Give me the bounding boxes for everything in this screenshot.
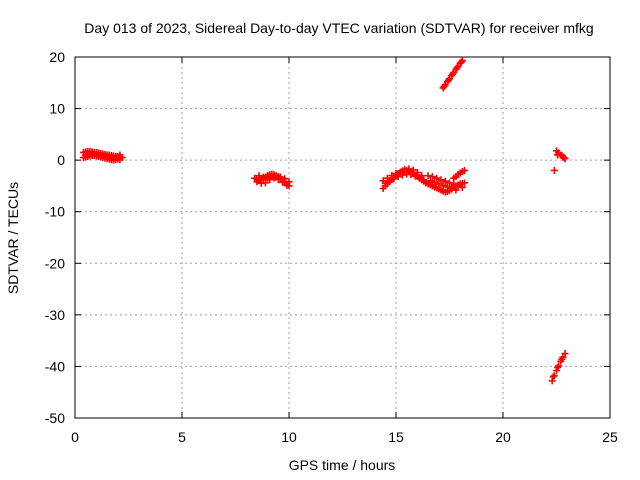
data-point xyxy=(439,181,447,189)
data-point xyxy=(413,169,421,177)
data-point xyxy=(90,150,98,158)
plot-area xyxy=(74,56,611,419)
data-point xyxy=(396,168,404,176)
x-tick-label: 0 xyxy=(71,429,79,445)
data-point xyxy=(424,172,432,180)
grid-lines xyxy=(75,57,610,418)
y-tick-label: -20 xyxy=(45,255,65,271)
data-point xyxy=(441,177,449,185)
data-point xyxy=(82,151,90,159)
data-point xyxy=(281,175,289,183)
data-point xyxy=(285,178,293,186)
data-point xyxy=(276,173,284,181)
axis-ticks: 0 5 10 15 20 25 -50 -40 -30 -20 -10 0 10 20 xyxy=(45,49,618,445)
data-point xyxy=(388,172,396,180)
data-point xyxy=(548,377,556,385)
data-point xyxy=(418,172,426,180)
x-tick-label: 20 xyxy=(495,429,511,445)
data-point xyxy=(558,355,566,363)
data-point xyxy=(405,165,413,173)
data-point xyxy=(433,174,441,182)
data-point xyxy=(283,181,291,189)
data-point xyxy=(411,172,419,180)
data-point xyxy=(259,173,267,181)
data-point xyxy=(428,173,436,181)
y-axis-label: SDTVAR / TECUs xyxy=(5,182,21,294)
x-tick-label: 10 xyxy=(281,429,297,445)
data-point xyxy=(383,174,391,182)
data-point xyxy=(437,176,445,184)
data-point xyxy=(446,179,453,187)
data-point xyxy=(460,179,468,187)
y-tick-label: 10 xyxy=(49,101,65,117)
x-tick-label: 15 xyxy=(388,429,404,445)
data-point xyxy=(453,64,461,72)
data-point xyxy=(554,363,562,371)
data-point xyxy=(550,372,558,380)
data-point xyxy=(431,178,439,186)
x-axis-label: GPS time / hours xyxy=(289,457,396,473)
data-point xyxy=(449,70,457,78)
data-point xyxy=(426,177,434,185)
data-point xyxy=(549,373,557,381)
y-tick-label: -30 xyxy=(45,307,65,323)
data-point xyxy=(255,172,263,180)
x-tick-label: 25 xyxy=(602,429,618,445)
data-point xyxy=(450,180,458,188)
data-point xyxy=(261,179,269,187)
data-point xyxy=(560,154,568,162)
y-tick-label: 0 xyxy=(57,152,65,168)
data-point xyxy=(409,166,417,174)
y-tick-label: -10 xyxy=(45,204,65,220)
data-point xyxy=(452,186,460,194)
data-point xyxy=(392,170,400,178)
data-point xyxy=(407,171,415,179)
y-tick-label: -50 xyxy=(45,410,65,426)
data-point xyxy=(550,166,558,174)
data-point xyxy=(279,178,287,186)
chart-title: Day 013 of 2023, Sidereal Day-to-day VTE… xyxy=(84,20,593,36)
data-point xyxy=(272,172,280,180)
data-point xyxy=(444,76,452,84)
x-tick-label: 5 xyxy=(178,429,186,445)
data-point xyxy=(443,183,451,191)
data-point xyxy=(440,82,448,90)
data-point xyxy=(435,180,443,188)
data-point xyxy=(103,153,111,161)
data-point xyxy=(458,183,466,191)
data-point xyxy=(253,178,261,186)
data-point xyxy=(264,174,272,182)
data-point xyxy=(448,185,456,193)
data-points xyxy=(80,57,569,385)
y-tick-label: 20 xyxy=(49,49,65,65)
y-tick-label: -40 xyxy=(45,358,65,374)
data-point xyxy=(116,151,124,159)
data-point xyxy=(420,176,428,184)
data-point xyxy=(99,152,107,160)
data-point xyxy=(460,166,468,174)
data-point xyxy=(457,58,465,66)
data-point xyxy=(561,350,569,358)
data-point xyxy=(379,177,387,185)
data-point xyxy=(454,182,462,190)
data-point xyxy=(112,155,120,163)
